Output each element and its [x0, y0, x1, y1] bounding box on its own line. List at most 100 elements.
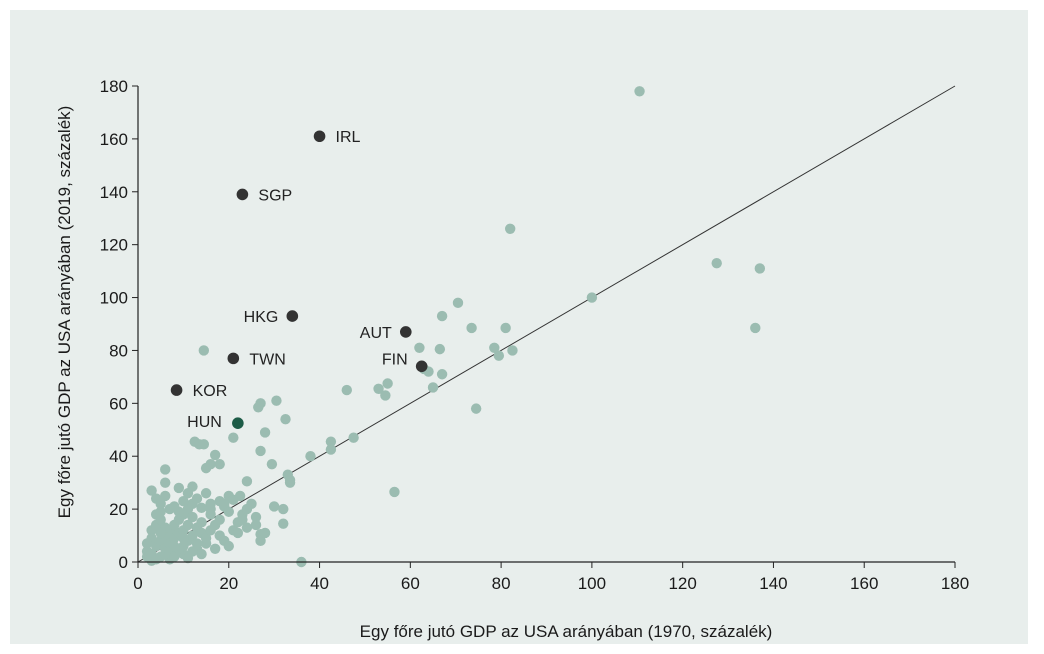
data-point [237, 514, 248, 525]
data-point [382, 378, 393, 389]
data-point [200, 488, 212, 499]
data-point [504, 223, 516, 234]
data-point [209, 449, 221, 461]
data-point [500, 322, 511, 334]
data-point [493, 350, 505, 361]
x-axis-label: Egy főre jutó GDP az USA arányában (1970… [360, 622, 773, 641]
data-point [146, 485, 157, 496]
data-point [198, 439, 210, 450]
data-point [169, 551, 180, 562]
data-point [160, 490, 171, 502]
data-point [253, 402, 264, 413]
highlighted-point-twn [227, 352, 240, 365]
data-point [155, 527, 166, 539]
highlighted-point-aut [399, 326, 412, 338]
data-point [196, 548, 207, 560]
data-point [380, 390, 391, 401]
data-point [223, 540, 234, 552]
point-label-twn: TWN [249, 351, 285, 368]
data-point [223, 506, 234, 517]
highlighted-point-sgp [236, 188, 249, 201]
data-point [750, 322, 761, 334]
data-point [452, 297, 464, 309]
x-tick-label: 180 [941, 574, 969, 593]
data-point [187, 511, 198, 523]
point-label-kor: KOR [193, 383, 228, 400]
point-label-sgp: SGP [258, 187, 292, 204]
data-point [205, 503, 216, 515]
data-point [634, 86, 645, 97]
data-point [586, 292, 598, 303]
x-tick-label: 120 [668, 574, 696, 593]
data-point [241, 522, 253, 533]
x-tick-label: 80 [492, 574, 511, 593]
data-point [250, 511, 262, 523]
y-tick-label: 20 [109, 500, 128, 519]
point-label-hkg: HKG [244, 309, 279, 326]
data-point [182, 488, 194, 499]
data-point [160, 464, 171, 475]
data-point [187, 530, 198, 541]
data-point [187, 546, 198, 557]
y-tick-label: 0 [119, 553, 128, 572]
data-point [198, 345, 210, 356]
data-point [414, 342, 425, 353]
data-point [389, 486, 400, 498]
data-point [155, 514, 166, 525]
point-label-fin: FIN [382, 351, 408, 368]
axes-layer: 0 20 40 60 80 100 120 140 160 180 0 20 40 60 80 100 120 1… [100, 77, 970, 593]
data-point [259, 527, 271, 539]
data-point [141, 538, 153, 549]
data-point [178, 495, 189, 507]
data-point [209, 543, 221, 554]
data-point [214, 458, 225, 470]
data-point [173, 482, 185, 494]
data-point [196, 502, 207, 513]
data-point [436, 310, 448, 322]
reference-line [137, 85, 956, 563]
data-point [228, 494, 239, 506]
x-tick-label: 140 [759, 574, 787, 593]
data-point [373, 383, 384, 394]
y-tick-label: 120 [100, 236, 128, 255]
data-point [268, 501, 280, 512]
data-point [325, 436, 337, 447]
highlighted-points-layer: IRL SGP HKG AUT TWN FIN KOR HUN [170, 129, 428, 431]
data-point [169, 540, 180, 552]
data-point [196, 517, 207, 528]
y-tick-label: 60 [109, 394, 128, 413]
point-label-aut: AUT [360, 325, 392, 342]
data-point [434, 343, 446, 355]
data-point [436, 369, 448, 380]
data-point [284, 477, 296, 488]
data-point [711, 257, 722, 269]
points-layer [141, 86, 766, 568]
data-point [173, 506, 185, 517]
highlighted-point-irl [313, 130, 326, 143]
data-point [427, 382, 439, 393]
point-label-irl: IRL [336, 129, 361, 146]
data-point [250, 519, 262, 531]
highlighted-point-fin [415, 360, 428, 373]
data-point [228, 432, 239, 443]
data-point [754, 263, 766, 274]
data-point [255, 535, 266, 547]
point-label-hun: HUN [187, 414, 222, 431]
data-point [489, 342, 500, 353]
data-point [241, 476, 253, 487]
highlighted-point-hun [232, 417, 244, 429]
x-tick-label: 40 [310, 574, 329, 593]
data-point [173, 514, 185, 525]
y-tick-label: 160 [100, 130, 128, 149]
x-tick-label: 100 [578, 574, 606, 593]
data-point [246, 498, 257, 510]
highlighted-point-hkg [286, 310, 299, 322]
data-point [155, 498, 166, 510]
data-point [278, 503, 289, 515]
data-point [182, 519, 194, 531]
data-point [305, 451, 316, 462]
data-point [214, 514, 225, 525]
data-point [200, 533, 212, 544]
data-point [348, 432, 359, 443]
